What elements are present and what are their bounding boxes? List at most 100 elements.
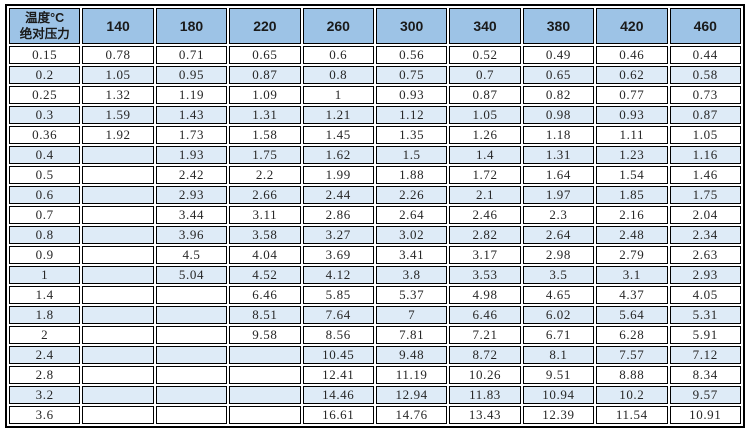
value-cell: 1.5 bbox=[375, 146, 448, 164]
value-cell: 4.37 bbox=[596, 286, 668, 304]
value-cell: 1.75 bbox=[669, 186, 741, 204]
column-header-180: 180 bbox=[155, 8, 228, 44]
column-header-140: 140 bbox=[82, 8, 154, 44]
value-cell: 1.05 bbox=[82, 66, 154, 84]
value-cell: 1.88 bbox=[375, 166, 448, 184]
value-cell: 2.79 bbox=[596, 246, 668, 264]
value-cell: 1.4 bbox=[449, 146, 521, 164]
value-cell: 4.12 bbox=[302, 266, 374, 284]
value-cell: 0.56 bbox=[375, 46, 448, 64]
value-cell: 12.39 bbox=[522, 406, 595, 424]
value-cell: 5.64 bbox=[596, 306, 668, 324]
value-cell: 11.54 bbox=[596, 406, 668, 424]
table-header: 温度°C 绝对压力 140 180 220 260 300 340 380 420 460 bbox=[9, 8, 741, 44]
table-row: 3.2 14.46 12.94 11.83 10.94 10.2 9.57 bbox=[9, 386, 741, 404]
pressure-cell: 0.2 bbox=[9, 66, 81, 84]
table-row: 0.4 1.93 1.75 1.62 1.5 1.4 1.31 1.23 1.16 bbox=[9, 146, 741, 164]
value-cell: 0.52 bbox=[449, 46, 521, 64]
value-cell: 0.95 bbox=[155, 66, 228, 84]
table-row: 0.6 2.93 2.66 2.44 2.26 2.1 1.97 1.85 1.75 bbox=[9, 186, 741, 204]
value-cell bbox=[82, 206, 154, 224]
value-cell: 2.64 bbox=[375, 206, 448, 224]
value-cell: 2.66 bbox=[229, 186, 301, 204]
value-cell: 4.65 bbox=[522, 286, 595, 304]
value-cell: 1.45 bbox=[302, 126, 374, 144]
value-cell: 0.62 bbox=[596, 66, 668, 84]
value-cell: 1.62 bbox=[302, 146, 374, 164]
value-cell: 5.31 bbox=[669, 306, 741, 324]
value-cell: 1.09 bbox=[229, 86, 301, 104]
value-cell: 1.73 bbox=[155, 126, 228, 144]
value-cell: 8.1 bbox=[522, 346, 595, 364]
value-cell: 11.83 bbox=[449, 386, 521, 404]
value-cell: 2.46 bbox=[449, 206, 521, 224]
value-cell bbox=[155, 406, 228, 424]
column-header-220: 220 bbox=[229, 8, 301, 44]
pressure-cell: 0.7 bbox=[9, 206, 81, 224]
value-cell: 0.75 bbox=[375, 66, 448, 84]
value-cell: 1.59 bbox=[82, 106, 154, 124]
value-cell: 12.94 bbox=[375, 386, 448, 404]
value-cell bbox=[82, 246, 154, 264]
value-cell bbox=[82, 286, 154, 304]
value-cell: 0.58 bbox=[669, 66, 741, 84]
value-cell: 0.77 bbox=[596, 86, 668, 104]
value-cell: 3.11 bbox=[229, 206, 301, 224]
value-cell: 4.98 bbox=[449, 286, 521, 304]
value-cell: 1.05 bbox=[669, 126, 741, 144]
table-body: 0.15 0.78 0.71 0.65 0.6 0.56 0.52 0.49 0.46 0.44 0… bbox=[9, 46, 741, 424]
value-cell: 2.34 bbox=[669, 226, 741, 244]
pressure-cell: 0.9 bbox=[9, 246, 81, 264]
value-cell: 1.31 bbox=[522, 146, 595, 164]
pressure-cell: 0.3 bbox=[9, 106, 81, 124]
value-cell: 2.98 bbox=[522, 246, 595, 264]
value-cell: 0.71 bbox=[155, 46, 228, 64]
pressure-cell: 0.36 bbox=[9, 126, 81, 144]
value-cell: 10.2 bbox=[596, 386, 668, 404]
value-cell: 12.41 bbox=[302, 366, 374, 384]
value-cell: 9.51 bbox=[522, 366, 595, 384]
column-header-340: 340 bbox=[449, 8, 521, 44]
value-cell: 10.91 bbox=[669, 406, 741, 424]
value-cell: 8.56 bbox=[302, 326, 374, 344]
value-cell: 1.21 bbox=[302, 106, 374, 124]
table-row: 1.8 8.51 7.64 7 6.46 6.02 5.64 5.31 bbox=[9, 306, 741, 324]
value-cell: 0.98 bbox=[522, 106, 595, 124]
value-cell: 13.43 bbox=[449, 406, 521, 424]
value-cell bbox=[155, 366, 228, 384]
value-cell: 1.97 bbox=[522, 186, 595, 204]
pressure-cell: 3.6 bbox=[9, 406, 81, 424]
value-cell: 2.48 bbox=[596, 226, 668, 244]
value-cell: 8.34 bbox=[669, 366, 741, 384]
value-cell: 1.11 bbox=[596, 126, 668, 144]
value-cell: 0.7 bbox=[449, 66, 521, 84]
value-cell: 1.75 bbox=[229, 146, 301, 164]
value-cell: 1.99 bbox=[302, 166, 374, 184]
value-cell bbox=[82, 146, 154, 164]
value-cell: 0.49 bbox=[522, 46, 595, 64]
pressure-cell: 2.4 bbox=[9, 346, 81, 364]
value-cell: 0.78 bbox=[82, 46, 154, 64]
value-cell bbox=[82, 186, 154, 204]
table-row: 2 9.58 8.56 7.81 7.21 6.71 6.28 5.91 bbox=[9, 326, 741, 344]
table-row: 1 5.04 4.52 4.12 3.8 3.53 3.5 3.1 2.93 bbox=[9, 266, 741, 284]
value-cell: 1.18 bbox=[522, 126, 595, 144]
value-cell bbox=[229, 406, 301, 424]
pressure-cell: 0.5 bbox=[9, 166, 81, 184]
value-cell: 2.93 bbox=[669, 266, 741, 284]
value-cell: 0.65 bbox=[229, 46, 301, 64]
value-cell: 3.1 bbox=[596, 266, 668, 284]
value-cell: 1.64 bbox=[522, 166, 595, 184]
value-cell: 1.72 bbox=[449, 166, 521, 184]
value-cell: 1.31 bbox=[229, 106, 301, 124]
pressure-cell: 3.2 bbox=[9, 386, 81, 404]
value-cell: 6.28 bbox=[596, 326, 668, 344]
value-cell: 2.82 bbox=[449, 226, 521, 244]
value-cell: 2.64 bbox=[522, 226, 595, 244]
value-cell: 10.45 bbox=[302, 346, 374, 364]
pressure-cell: 1 bbox=[9, 266, 81, 284]
value-cell: 8.88 bbox=[596, 366, 668, 384]
value-cell: 3.8 bbox=[375, 266, 448, 284]
corner-header-line2: 绝对压力 bbox=[19, 27, 70, 41]
table-row: 1.4 6.46 5.85 5.37 4.98 4.65 4.37 4.05 bbox=[9, 286, 741, 304]
